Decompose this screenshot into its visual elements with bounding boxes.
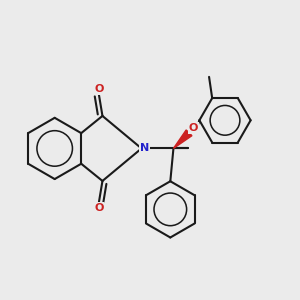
Text: O: O — [189, 123, 198, 133]
Text: O: O — [94, 203, 104, 213]
Polygon shape — [173, 130, 192, 148]
Text: N: N — [140, 143, 149, 153]
Text: O: O — [94, 84, 104, 94]
